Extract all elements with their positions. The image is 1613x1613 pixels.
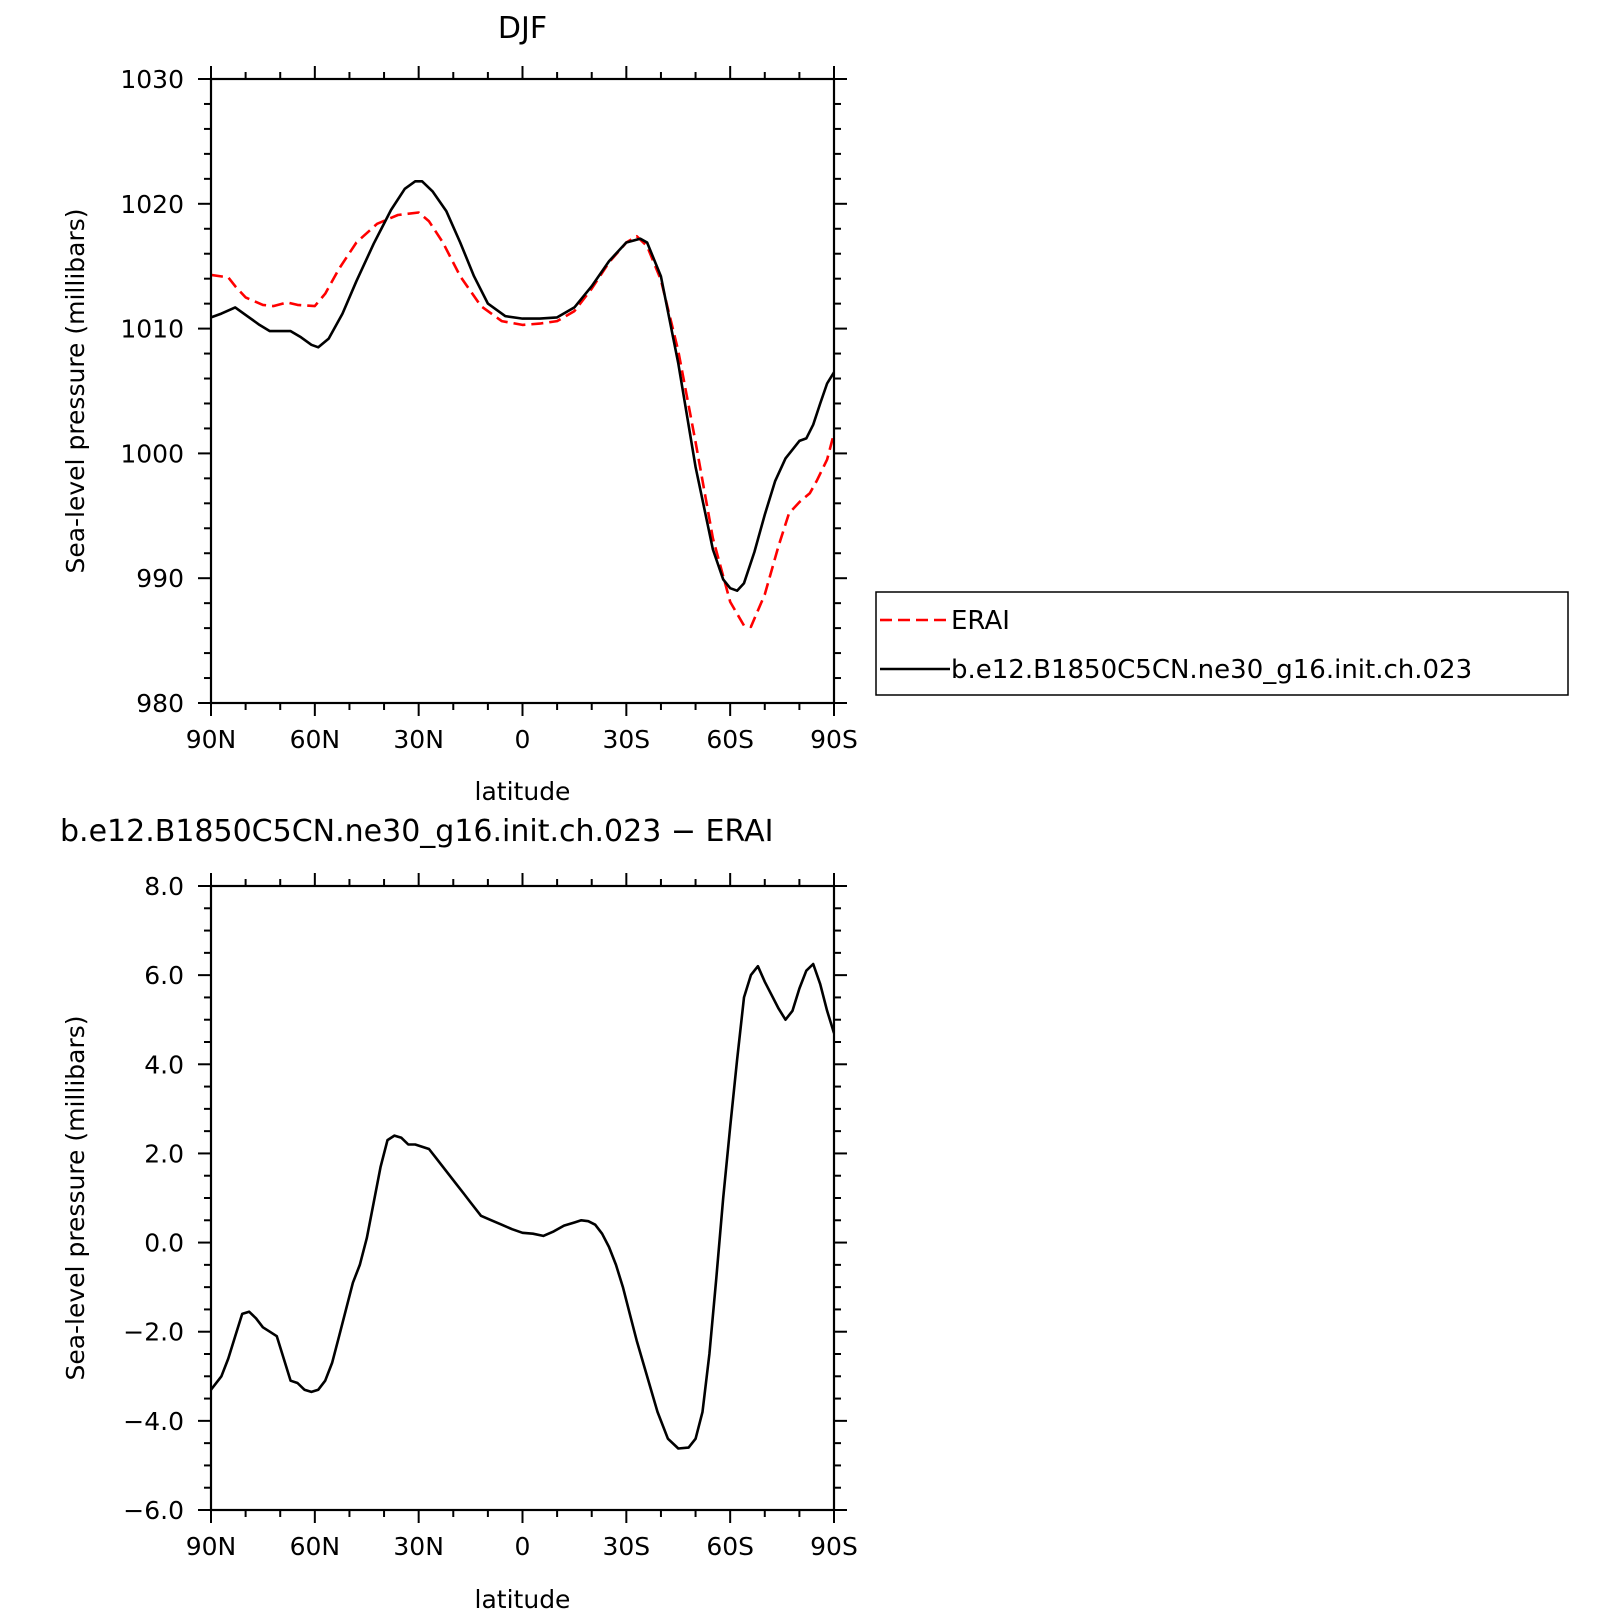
- y-tick-label: 980: [136, 689, 184, 718]
- y-axis-label: Sea-level pressure (millibars): [61, 1015, 90, 1380]
- x-tick-label: 90S: [810, 725, 858, 754]
- x-tick-label: 60N: [290, 725, 341, 754]
- y-tick-label: −4.0: [123, 1407, 184, 1436]
- x-tick-label: 90N: [186, 725, 237, 754]
- plot-title: b.e12.B1850C5CN.ne30_g16.init.ch.023 − E…: [60, 814, 773, 849]
- y-tick-label: 1020: [120, 190, 184, 219]
- y-tick-label: 1030: [120, 65, 184, 94]
- x-tick-label: 30N: [393, 725, 444, 754]
- x-tick-label: 30S: [602, 1532, 650, 1561]
- y-axis-label: Sea-level pressure (millibars): [61, 208, 90, 573]
- y-tick-label: 6.0: [144, 961, 184, 990]
- bottom-panel-difference: b.e12.B1850C5CN.ne30_g16.init.ch.023 − E…: [60, 814, 858, 1613]
- y-tick-label: 2.0: [144, 1139, 184, 1168]
- x-axis-label: latitude: [475, 1585, 571, 1613]
- x-tick-label: 60N: [290, 1532, 341, 1561]
- legend: ERAI b.e12.B1850C5CN.ne30_g16.init.ch.023: [875, 591, 1569, 696]
- x-tick-label: 90N: [186, 1532, 237, 1561]
- legend-label-model: b.e12.B1850C5CN.ne30_g16.init.ch.023: [951, 655, 1472, 685]
- y-tick-label: 1010: [120, 315, 184, 344]
- x-tick-label: 60S: [706, 1532, 754, 1561]
- series-line-difference: [211, 962, 834, 1450]
- y-tick-label: −6.0: [123, 1496, 184, 1525]
- x-tick-label: 0: [515, 1532, 531, 1561]
- series-line-model: [211, 180, 834, 593]
- x-tick-label: 0: [515, 725, 531, 754]
- x-tick-label: 30N: [393, 1532, 444, 1561]
- x-tick-label: 90S: [810, 1532, 858, 1561]
- plot-title: DJF: [498, 11, 547, 46]
- top-panel-djf: DJF 90N 60N 30N 0 30S 60S 90S 1030 1020 1010 1000 99…: [61, 11, 858, 806]
- plot-frame: [209, 77, 836, 705]
- y-tick-label: 990: [136, 564, 184, 593]
- x-tick-label: 60S: [706, 725, 754, 754]
- legend-box: [875, 591, 1569, 696]
- y-tick-label: 4.0: [144, 1050, 184, 1079]
- legend-label-erai: ERAI: [951, 606, 1010, 636]
- y-tick-label: 1000: [120, 439, 184, 468]
- y-tick-label: 0.0: [144, 1229, 184, 1258]
- x-tick-label: 30S: [602, 725, 650, 754]
- plot-frame: [209, 884, 836, 1512]
- series-line-erai: [211, 211, 834, 629]
- x-axis-label: latitude: [475, 777, 571, 806]
- y-tick-label: −2.0: [123, 1318, 184, 1347]
- y-tick-label: 8.0: [144, 872, 184, 901]
